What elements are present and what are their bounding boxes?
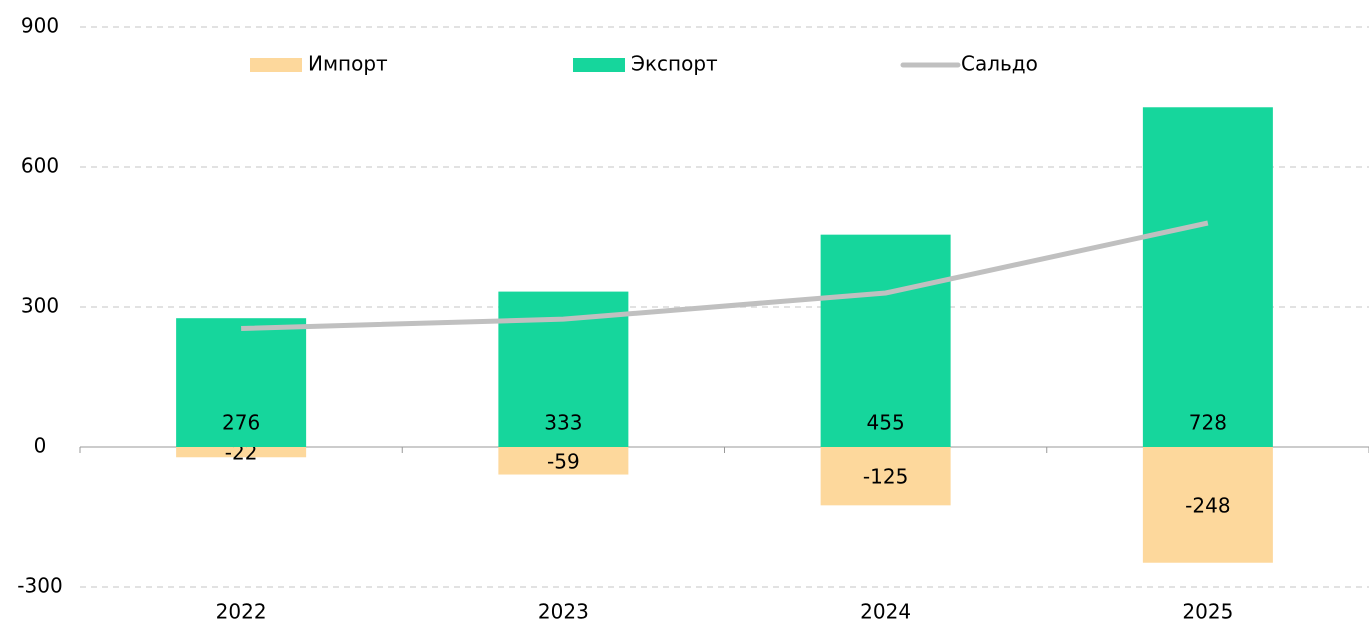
y-tick-label: 900 [21,14,59,38]
y-tick-label: 600 [21,154,59,178]
bar [176,318,307,447]
bar [820,234,951,447]
x-tick-label: 2024 [860,600,911,624]
data-label: -59 [547,449,580,473]
bar [820,447,951,506]
bar [1142,447,1273,563]
legend-label: Экспорт [631,52,718,76]
legend-swatch [573,58,625,72]
line [241,220,1209,331]
data-label: 333 [544,411,582,435]
data-label: 455 [867,411,905,435]
x-tick-label: 2023 [538,600,589,624]
legend-swatch [250,58,302,72]
data-label: 728 [1189,411,1227,435]
x-tick-label: 2022 [216,600,267,624]
bar [176,447,307,458]
y-tick-label: 300 [21,294,59,318]
x-tick-label: 2025 [1182,600,1233,624]
y-tick-label: -300 [17,574,62,598]
bar [498,447,629,475]
data-label: -248 [1185,493,1230,517]
legend-label: Импорт [308,52,388,76]
legend-label: Сальдо [961,52,1038,76]
data-label: -125 [863,465,908,489]
y-tick-label: 0 [34,434,47,458]
bar [1142,107,1273,448]
data-label: 276 [222,411,260,435]
